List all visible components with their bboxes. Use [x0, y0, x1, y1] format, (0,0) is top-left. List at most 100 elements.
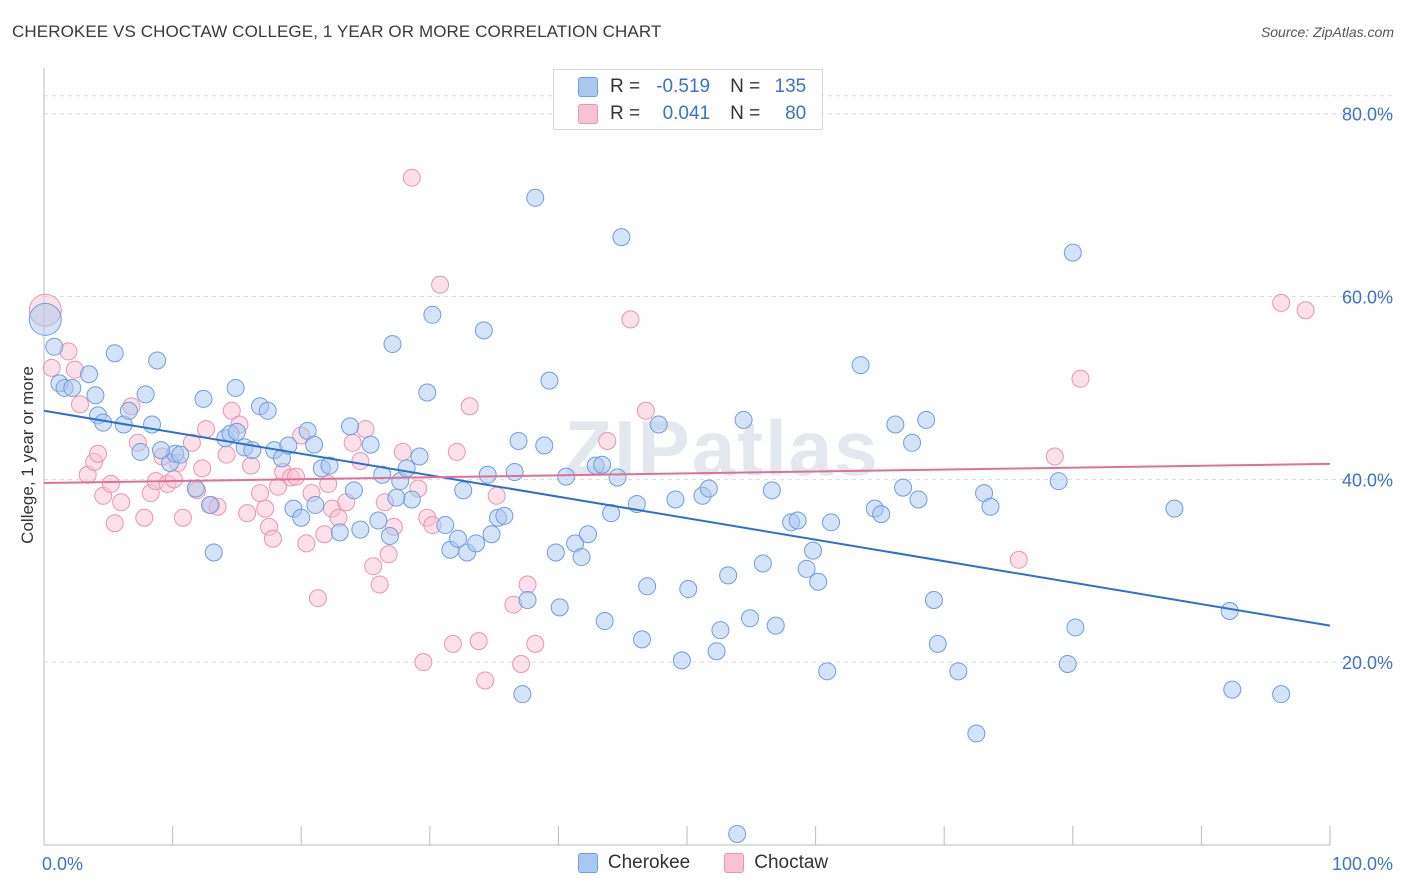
data-point — [222, 401, 241, 420]
n-value: 135 — [774, 76, 807, 97]
data-point — [383, 335, 402, 354]
data-point — [474, 321, 493, 340]
data-point — [495, 506, 514, 525]
data-point — [343, 433, 362, 452]
data-point — [478, 465, 497, 484]
data-point — [1045, 447, 1064, 466]
data-point — [679, 580, 698, 599]
data-point — [512, 655, 531, 674]
data-point — [741, 609, 760, 628]
cherokee-swatch — [577, 853, 598, 873]
data-point — [487, 486, 506, 505]
data-point — [1223, 680, 1242, 699]
data-point — [672, 651, 691, 670]
data-point — [315, 525, 334, 544]
legend-item-choctaw[interactable]: Choctaw — [724, 852, 828, 874]
data-point — [572, 548, 591, 567]
data-point — [924, 591, 943, 610]
cherokee-swatch — [578, 77, 598, 97]
r-label: R = — [610, 103, 641, 124]
data-point — [546, 543, 565, 562]
data-point — [513, 685, 532, 704]
data-point — [256, 499, 275, 518]
data-point — [171, 445, 190, 464]
data-point — [89, 444, 108, 463]
data-point — [1220, 601, 1239, 620]
data-point — [818, 662, 837, 681]
data-point — [397, 459, 416, 478]
data-point — [136, 385, 155, 404]
data-point — [476, 671, 495, 690]
r-value: -0.519 — [656, 76, 711, 97]
data-point — [341, 417, 360, 436]
data-point — [119, 401, 138, 420]
data-point — [557, 467, 576, 486]
data-point — [217, 445, 236, 464]
data-point — [509, 431, 528, 450]
data-point — [872, 505, 891, 524]
r-label: R = — [610, 76, 641, 97]
trend-lines — [43, 409, 1331, 627]
data-point — [193, 459, 212, 478]
legend-item-cherokee[interactable]: Cherokee — [577, 852, 690, 874]
data-point — [238, 504, 257, 523]
data-point — [822, 513, 841, 532]
data-point — [105, 344, 124, 363]
stats-row-choctaw: R = 0.041 N = 80 — [578, 103, 806, 125]
data-point — [649, 415, 668, 434]
data-point — [105, 514, 124, 533]
data-point — [707, 642, 726, 661]
data-point — [728, 825, 747, 844]
data-point — [182, 433, 201, 452]
data-point — [467, 534, 486, 553]
data-point — [598, 431, 617, 450]
data-point — [1009, 550, 1028, 569]
data-point — [809, 572, 828, 591]
data-point — [418, 383, 437, 402]
data-point — [632, 630, 651, 649]
data-point — [45, 337, 64, 356]
data-point — [967, 724, 986, 743]
data-point — [148, 351, 167, 370]
data-point — [28, 302, 62, 336]
chart-title: CHEROKEE VS CHOCTAW COLLEGE, 1 YEAR OR M… — [12, 22, 662, 41]
data-point — [242, 456, 261, 475]
data-point — [1296, 301, 1315, 320]
data-point — [518, 591, 537, 610]
r-value: 0.041 — [662, 103, 711, 124]
data-point — [131, 442, 150, 461]
n-label: N = — [730, 103, 761, 124]
data-point — [112, 493, 131, 512]
cherokee-trend-line — [43, 409, 1331, 627]
data-point — [436, 516, 455, 535]
y-axis-label: College, 1 year or more — [18, 366, 37, 544]
data-point — [135, 508, 154, 527]
data-point — [1063, 243, 1082, 262]
data-point — [71, 395, 90, 414]
data-point — [886, 415, 905, 434]
data-point — [1071, 369, 1090, 388]
data-point — [550, 598, 569, 617]
cherokee-points — [28, 188, 1291, 844]
data-point — [197, 420, 216, 439]
data-point — [387, 488, 406, 507]
data-point — [469, 632, 488, 651]
n-value: 80 — [785, 103, 807, 124]
data-point — [766, 616, 785, 635]
source-label: Source: ZipAtlas.com — [1260, 24, 1394, 40]
data-point — [753, 554, 772, 573]
data-point — [636, 401, 655, 420]
grid-lines — [44, 95, 1392, 663]
axis-ticks — [43, 826, 1331, 845]
x-tick-label: 100.0% — [1332, 854, 1393, 874]
data-point — [928, 634, 947, 653]
data-point — [1049, 472, 1068, 491]
data-point — [666, 490, 685, 509]
data-point — [788, 511, 807, 530]
legend-label: Choctaw — [754, 852, 829, 873]
data-point — [263, 529, 282, 548]
data-point — [638, 577, 657, 596]
data-point — [903, 433, 922, 452]
data-point — [344, 481, 363, 500]
